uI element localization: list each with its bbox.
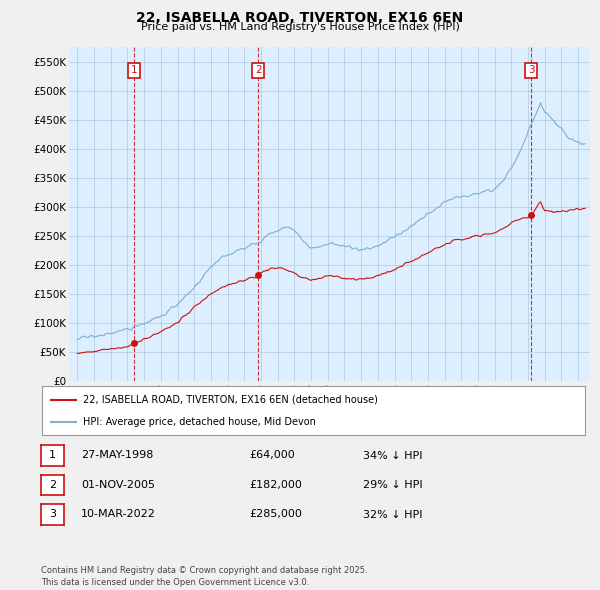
Text: 3: 3: [49, 510, 56, 519]
Text: 1: 1: [131, 65, 137, 76]
Text: 1: 1: [49, 451, 56, 460]
Text: 3: 3: [528, 65, 535, 76]
Text: HPI: Average price, detached house, Mid Devon: HPI: Average price, detached house, Mid …: [83, 417, 316, 427]
Text: 2: 2: [255, 65, 262, 76]
Text: Contains HM Land Registry data © Crown copyright and database right 2025.
This d: Contains HM Land Registry data © Crown c…: [41, 566, 367, 587]
Text: 29% ↓ HPI: 29% ↓ HPI: [363, 480, 422, 490]
Text: 32% ↓ HPI: 32% ↓ HPI: [363, 510, 422, 519]
Text: 34% ↓ HPI: 34% ↓ HPI: [363, 451, 422, 460]
Text: 10-MAR-2022: 10-MAR-2022: [81, 510, 156, 519]
Text: £285,000: £285,000: [249, 510, 302, 519]
Text: 22, ISABELLA ROAD, TIVERTON, EX16 6EN: 22, ISABELLA ROAD, TIVERTON, EX16 6EN: [136, 11, 464, 25]
Text: £64,000: £64,000: [249, 451, 295, 460]
Text: 22, ISABELLA ROAD, TIVERTON, EX16 6EN (detached house): 22, ISABELLA ROAD, TIVERTON, EX16 6EN (d…: [83, 395, 377, 405]
Text: 27-MAY-1998: 27-MAY-1998: [81, 451, 154, 460]
Text: £182,000: £182,000: [249, 480, 302, 490]
Text: 2: 2: [49, 480, 56, 490]
Text: Price paid vs. HM Land Registry's House Price Index (HPI): Price paid vs. HM Land Registry's House …: [140, 22, 460, 32]
Text: 01-NOV-2005: 01-NOV-2005: [81, 480, 155, 490]
